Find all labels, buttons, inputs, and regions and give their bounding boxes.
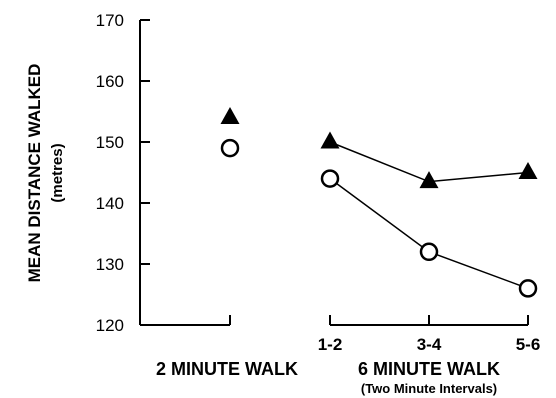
panel-2-x-axis-label: 6 MINUTE WALK: [358, 359, 500, 379]
x-tick-label-5-6: 5-6: [516, 335, 541, 354]
x-tick-label-3-4: 3-4: [417, 335, 442, 354]
series-line-circle-1: [329, 177, 529, 290]
panel-1-x-axis-label: 2 MINUTE WALK: [156, 359, 298, 379]
panel-2-minute-walk: 2 MINUTE WALK: [140, 107, 298, 379]
panel-2-x-ticks: 1-2 3-4 5-6: [318, 315, 541, 354]
y-tick-label-150: 150: [96, 133, 124, 152]
y-ticks: 120 130 140 150 160 170: [96, 11, 150, 335]
point-circle-1-0: [320, 169, 340, 188]
y-axis-unit: (metres): [49, 143, 66, 202]
point-triangle-0-0: [220, 107, 240, 125]
point-circle-0-0: [220, 138, 240, 158]
panel-6-minute-walk: 1-2 3-4 5-6 6 MINUTE WALK (Two Minute Inte…: [318, 131, 541, 396]
y-tick-label-130: 130: [96, 255, 124, 274]
panel-1-points: [220, 107, 240, 158]
point-triangle-1-2: [518, 161, 538, 179]
point-triangle-1-1: [419, 171, 439, 189]
point-triangle-1-0: [320, 131, 340, 149]
y-tick-label-170: 170: [96, 11, 124, 30]
y-tick-label-160: 160: [96, 72, 124, 91]
panel-2-x-axis-sublabel: (Two Minute Intervals): [361, 381, 497, 396]
x-tick-label-1-2: 1-2: [318, 335, 343, 354]
panel-2-points: [320, 131, 538, 298]
y-tick-label-140: 140: [96, 194, 124, 213]
point-circle-1-1: [419, 242, 439, 262]
panel-2-series-lines: [329, 141, 529, 290]
point-circle-1-2: [518, 279, 538, 298]
y-axis-label: MEAN DISTANCE WALKED: [25, 64, 44, 283]
y-tick-label-120: 120: [96, 316, 124, 335]
